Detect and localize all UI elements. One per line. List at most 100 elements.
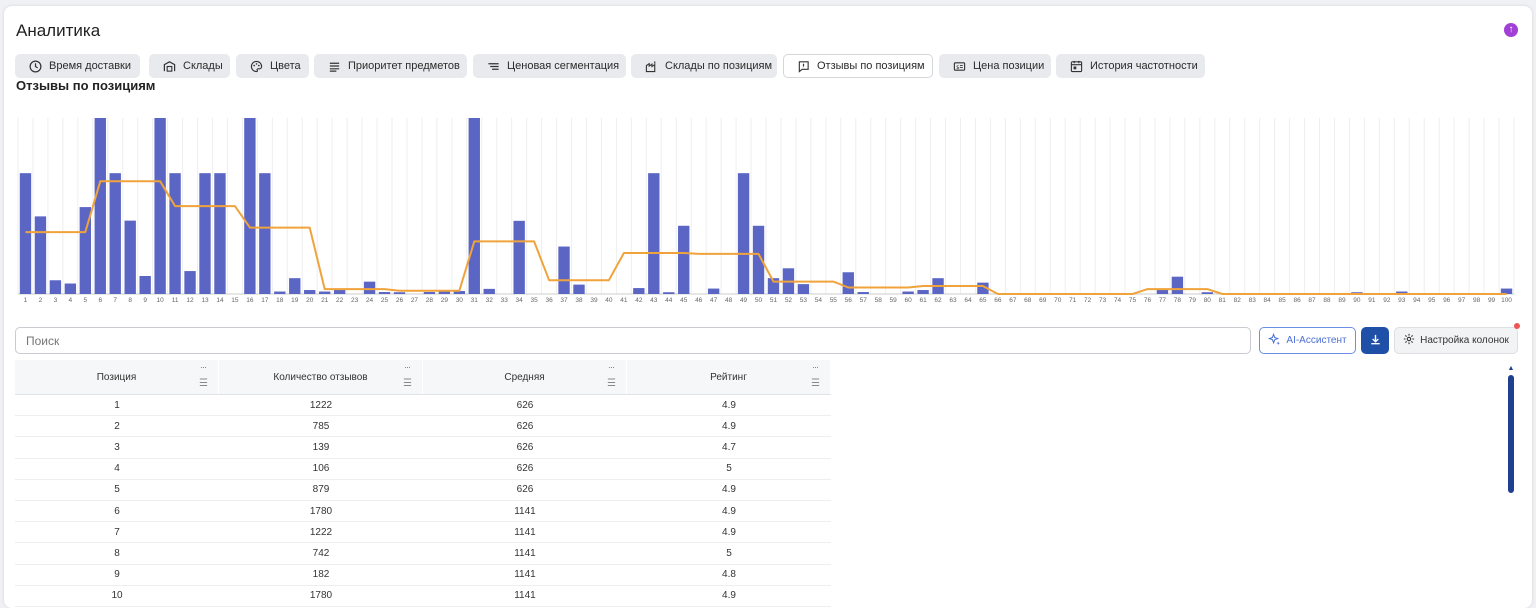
tab-label: Приоритет предметов — [348, 60, 460, 72]
menu-icon[interactable]: ☰ — [199, 378, 208, 389]
more-icon[interactable]: ··· — [608, 362, 615, 372]
tab-frequency-history[interactable]: История частотности — [1056, 54, 1205, 78]
table-row[interactable]: 4 106 626 5 — [15, 459, 831, 480]
tab-price-segmentation[interactable]: Ценовая сегментация — [473, 54, 626, 78]
scroll-up-icon[interactable]: ↑ — [1504, 23, 1518, 37]
scrollbar-thumb[interactable] — [1508, 375, 1514, 493]
more-icon[interactable]: ··· — [404, 362, 411, 372]
download-button[interactable] — [1361, 327, 1389, 354]
bar-45 — [678, 225, 690, 294]
table-row[interactable]: 5 879 626 4.9 — [15, 480, 831, 501]
x-tick-label: 63 — [949, 297, 957, 304]
bar-93 — [1396, 291, 1408, 294]
ai-assistant-button[interactable]: AI-Ассистент — [1259, 327, 1356, 354]
bar-3 — [49, 280, 62, 294]
table-row[interactable]: 2 785 626 4.9 — [15, 416, 831, 438]
bar-56 — [842, 272, 854, 294]
bar-57 — [857, 292, 869, 294]
x-tick-label: 31 — [471, 297, 479, 304]
reviews-chart: 1 2 3 4 5 6 7 8 9 10 11 12 13 14 15 16 17 18 19 20 21 22 23 24 2… — [17, 118, 1515, 304]
bar-42 — [633, 288, 645, 294]
bar-80 — [1201, 292, 1214, 294]
bar-21 — [318, 291, 331, 294]
tab-label: Цена позиции — [973, 60, 1045, 72]
column-settings-button[interactable]: Настройка колонок — [1394, 327, 1518, 354]
x-tick-label: 73 — [1099, 297, 1107, 304]
x-tick-label: 33 — [501, 297, 509, 304]
bar-25 — [378, 292, 391, 294]
table-row[interactable]: 9 182 1141 4.8 — [15, 565, 831, 586]
table-scrollbar[interactable]: ▲ — [1507, 365, 1515, 608]
bar-11 — [169, 173, 181, 294]
bar-19 — [289, 278, 301, 294]
tab-reviews-by-position[interactable]: Отзывы по позициям — [783, 54, 933, 78]
x-tick-label: 53 — [800, 297, 808, 304]
table-row[interactable]: 8 742 1141 5 — [15, 543, 831, 565]
menu-icon[interactable]: ☰ — [811, 378, 820, 389]
tab-warehouses[interactable]: Склады — [149, 54, 230, 78]
tab-item-priority[interactable]: Приоритет предметов — [314, 54, 467, 78]
more-icon[interactable]: ··· — [200, 362, 207, 372]
menu-icon[interactable]: ☰ — [403, 378, 412, 389]
bar-9 — [139, 276, 151, 294]
x-tick-label: 74 — [1114, 297, 1122, 304]
x-tick-label: 7 — [113, 297, 117, 304]
bar-51 — [767, 278, 780, 294]
tab-colors[interactable]: Цвета — [236, 54, 309, 78]
x-tick-label: 5 — [84, 297, 88, 304]
bar-5 — [79, 207, 92, 294]
table-cell: 7 — [114, 526, 120, 538]
gear-icon — [1403, 333, 1415, 348]
bar-77 — [1156, 288, 1169, 294]
bar-13 — [199, 173, 211, 294]
bar-2 — [34, 216, 47, 294]
more-icon[interactable]: ··· — [812, 362, 819, 372]
x-tick-label: 96 — [1443, 297, 1451, 304]
table-cell: 1141 — [514, 590, 536, 602]
x-tick-label: 32 — [486, 297, 494, 304]
bar-50 — [752, 225, 765, 294]
table-cell: 626 — [516, 420, 534, 432]
x-tick-label: 24 — [366, 297, 374, 304]
reviews-icon — [796, 59, 810, 73]
tab-delivery-time[interactable]: Время доставки — [15, 54, 140, 78]
x-tick-label: 30 — [456, 297, 464, 304]
column-header-rating[interactable]: Рейтинг ··· ☰ — [627, 360, 831, 394]
x-tick-label: 2 — [39, 297, 43, 304]
table-row[interactable]: 7 1222 1141 4.9 — [15, 522, 831, 544]
x-tick-label: 9 — [143, 297, 147, 304]
chart-x-labels: 1 2 3 4 5 6 7 8 9 10 11 12 13 14 15 16 17 18 19 20 21 22 23 24 2… — [24, 297, 1513, 304]
segmentation-icon — [486, 59, 500, 73]
x-tick-label: 56 — [845, 297, 853, 304]
priority-icon — [327, 59, 341, 73]
scroll-up-arrow-icon[interactable]: ▲ — [1507, 365, 1515, 372]
table-cell: 626 — [516, 463, 534, 475]
table-row[interactable]: 6 1780 1141 4.9 — [15, 501, 831, 523]
table-row[interactable]: 3 139 626 4.7 — [15, 437, 831, 459]
table-cell: 4 — [114, 463, 120, 475]
tab-label: Время доставки — [49, 60, 132, 72]
x-tick-label: 85 — [1279, 297, 1287, 304]
bar-53 — [797, 284, 810, 294]
x-tick-label: 70 — [1054, 297, 1062, 304]
x-tick-label: 98 — [1473, 297, 1481, 304]
menu-icon[interactable]: ☰ — [607, 378, 616, 389]
table-row[interactable]: 10 1780 1141 4.9 — [15, 586, 831, 607]
column-header-position[interactable]: Позиция ··· ☰ — [15, 360, 219, 394]
table-cell: 6 — [114, 505, 120, 517]
x-tick-label: 26 — [396, 297, 404, 304]
ai-assistant-label: AI-Ассистент — [1286, 335, 1347, 346]
tab-warehouses-by-position[interactable]: Склады по позициям — [631, 54, 777, 78]
bar-16 — [244, 118, 256, 294]
column-header-average[interactable]: Средняя ··· ☰ — [423, 360, 627, 394]
tab-position-price[interactable]: $ Цена позиции — [939, 54, 1051, 78]
x-tick-label: 71 — [1069, 297, 1077, 304]
table-row[interactable]: 1 1222 626 4.9 — [15, 395, 831, 417]
bar-24 — [363, 281, 376, 294]
warehouse-positions-icon — [644, 59, 658, 73]
bar-78 — [1171, 276, 1184, 294]
search-input[interactable] — [15, 327, 1251, 354]
x-tick-label: 49 — [740, 297, 748, 304]
column-header-review-count[interactable]: Количество отзывов ··· ☰ — [219, 360, 423, 394]
table-cell: 182 — [312, 569, 330, 581]
